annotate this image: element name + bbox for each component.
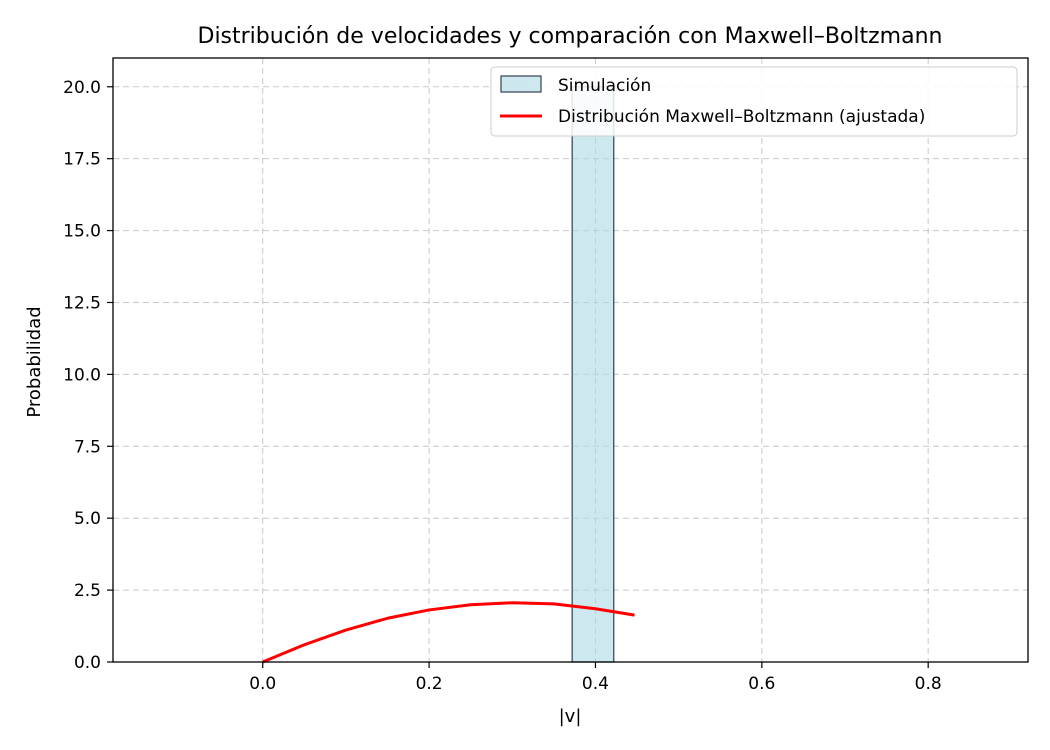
- grid: [113, 58, 1028, 663]
- maxwell-boltzmann-curve: [262, 601, 635, 664]
- x-tick-label: 0.4: [582, 674, 609, 694]
- plot-frame: [112, 57, 1029, 663]
- y-axis-label: Probabilidad: [24, 306, 45, 417]
- chart-title: Distribución de velocidades y comparació…: [198, 24, 943, 49]
- y-tick-label: 2.5: [74, 581, 101, 601]
- y-tick-label: 10.0: [63, 365, 101, 385]
- x-tick-label: 0.2: [416, 674, 443, 694]
- y-tick-label: 17.5: [63, 150, 101, 170]
- legend-label-maxwell-boltzmann: Distribución Maxwell–Boltzmann (ajustada…: [558, 107, 925, 127]
- y-tick-label: 20.0: [63, 78, 101, 98]
- x-axis-label: |v|: [559, 706, 582, 727]
- y-tick-label: 7.5: [74, 437, 101, 457]
- legend: Simulación Distribución Maxwell–Boltzman…: [490, 66, 1018, 137]
- histogram-bar: [571, 86, 615, 663]
- y-tick-label: 0.0: [74, 653, 101, 673]
- legend-label-simulacion: Simulación: [558, 76, 651, 96]
- y-tick-label: 15.0: [63, 222, 101, 242]
- y-tick-label: 5.0: [74, 509, 101, 529]
- legend-swatch-simulacion: [500, 75, 542, 93]
- axis-ticks: 0.0 0.2 0.4 0.6 0.8 0.0 2.5 5.0 7.5 10.0 12.5 15.0 1…: [63, 78, 942, 694]
- legend-box: [490, 66, 1018, 137]
- y-tick-label: 12.5: [63, 293, 101, 313]
- x-tick-label: 0.6: [748, 674, 775, 694]
- x-tick-label: 0.0: [249, 674, 276, 694]
- x-tick-label: 0.8: [915, 674, 942, 694]
- mb-curve-layer: [262, 601, 635, 664]
- histogram-bars: [571, 86, 615, 663]
